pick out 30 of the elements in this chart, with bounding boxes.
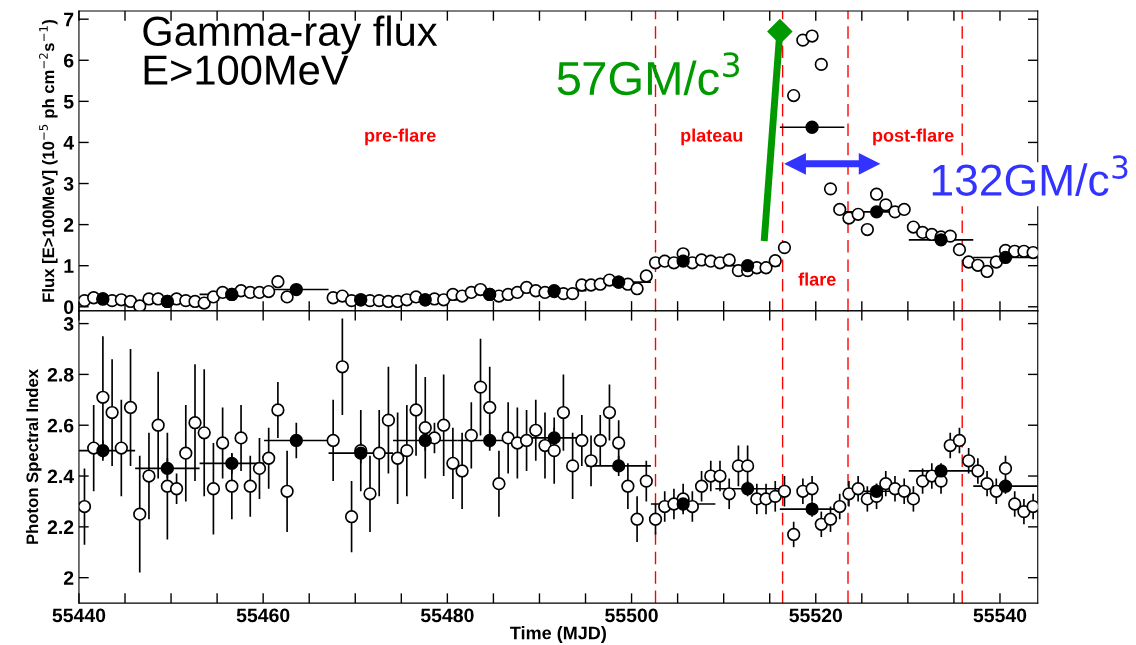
y-axis-title: Flux [E>100MeV] (10$^{−5}$ ph cm$^{−2}$s$^{−1}$)	[39, 19, 58, 302]
y-tick-label: 2.6	[47, 418, 74, 433]
y-tick-label: 3	[63, 317, 74, 331]
y-tick-label: 2.4	[47, 469, 74, 484]
x-tick-label: 55480	[420, 608, 474, 623]
y-tick-label: 2.8	[47, 367, 74, 382]
x-tick-label: 55540	[973, 608, 1027, 623]
annotation: 57GM/c$^{3}$	[557, 52, 740, 96]
y-axis-title: Photon Spectral Index	[25, 369, 42, 544]
x-axis-title: Time (MJD)	[510, 626, 606, 643]
annotation: post-flare	[873, 128, 954, 146]
y-tick-label: 6	[63, 53, 74, 68]
x-tick-label: 55520	[789, 608, 843, 623]
y-tick-label: 5	[63, 95, 74, 109]
y-tick-label: 2.2	[47, 520, 74, 534]
y-tick-label: 4	[63, 136, 74, 150]
y-tick-label: 1	[64, 259, 74, 273]
y-tick-label: 7	[64, 12, 74, 27]
annotation: Gamma-ray flux E>100MeV	[143, 15, 438, 85]
y-tick-label: 2	[63, 218, 74, 232]
annotation: 132GM/c$^{3}$	[932, 155, 1128, 196]
annotation: pre-flare	[365, 128, 436, 146]
y-tick-label: 2	[63, 571, 74, 585]
y-tick-label: 0	[64, 300, 74, 315]
annotation: plateau	[681, 128, 743, 146]
x-tick-label: 55500	[605, 608, 658, 623]
y-tick-label: 3	[63, 176, 74, 191]
x-tick-label: 55460	[236, 608, 290, 623]
x-tick-label: 55440	[52, 608, 106, 623]
annotation: flare	[798, 272, 836, 286]
